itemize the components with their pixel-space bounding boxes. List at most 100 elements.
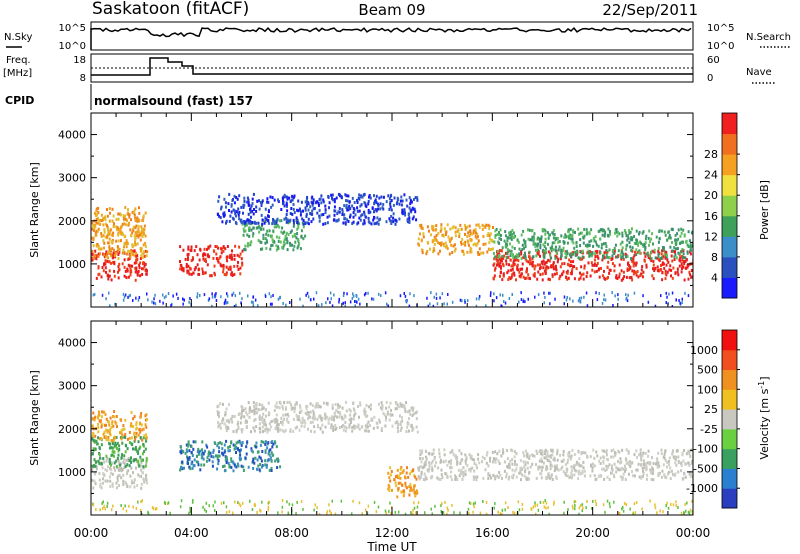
echo-cell xyxy=(593,239,596,243)
echo-cell xyxy=(261,416,264,420)
echo-cell xyxy=(309,410,312,414)
echo-cell xyxy=(642,270,645,274)
echo-cell xyxy=(245,445,248,449)
ground-scatter-cell xyxy=(317,304,320,307)
echo-cell xyxy=(667,230,670,234)
echo-cell xyxy=(542,249,545,253)
echo-cell xyxy=(102,457,105,461)
echo-cell xyxy=(438,455,441,459)
echo-cell xyxy=(230,204,233,208)
echo-cell xyxy=(333,418,335,422)
echo-cell xyxy=(250,204,253,208)
echo-cell xyxy=(141,252,144,256)
echo-cell xyxy=(478,461,481,465)
echo-cell xyxy=(621,255,624,259)
echo-cell xyxy=(627,261,630,265)
echo-cell xyxy=(475,236,478,240)
ground-scatter-cell xyxy=(670,502,672,506)
echo-cell xyxy=(601,229,604,233)
ground-scatter-cell xyxy=(371,297,373,301)
echo-cell xyxy=(643,243,645,247)
ground-scatter-cell xyxy=(352,499,354,503)
ground-scatter-cell xyxy=(665,504,667,508)
echo-cell xyxy=(629,230,632,234)
echo-cell xyxy=(496,263,498,267)
echo-cell xyxy=(633,241,636,245)
echo-cell xyxy=(661,263,664,266)
echo-cell xyxy=(324,417,327,421)
echo-cell xyxy=(256,467,258,471)
echo-cell xyxy=(224,469,227,472)
echo-cell xyxy=(582,236,585,240)
echo-cell xyxy=(331,415,334,419)
ground-scatter-cell xyxy=(175,292,178,296)
echo-cell xyxy=(630,275,633,279)
echo-cell xyxy=(408,409,411,413)
echo-cell xyxy=(689,273,692,277)
echo-cell xyxy=(506,247,509,251)
echo-cell xyxy=(258,403,261,407)
ground-scatter-cell xyxy=(307,295,310,299)
echo-cell xyxy=(240,414,243,418)
echo-cell xyxy=(134,240,136,244)
ground-scatter-cell xyxy=(214,500,216,504)
echo-cell xyxy=(260,213,263,217)
echo-cell xyxy=(405,198,408,202)
echo-cell xyxy=(129,485,132,489)
ground-scatter-cell xyxy=(122,298,125,302)
echo-cell xyxy=(231,420,234,424)
echo-cell xyxy=(541,278,544,282)
echo-cell xyxy=(359,204,362,208)
echo-cell xyxy=(131,443,134,447)
echo-cell xyxy=(249,408,252,412)
echo-cell xyxy=(119,431,121,435)
echo-cell xyxy=(272,240,275,244)
echo-cell xyxy=(666,270,669,274)
echo-cell xyxy=(618,272,621,276)
echo-cell xyxy=(666,238,669,242)
echo-cell xyxy=(260,241,263,244)
echo-cell xyxy=(345,400,347,404)
echo-cell xyxy=(409,472,411,476)
echo-cell xyxy=(566,249,568,253)
echo-cell xyxy=(428,464,431,468)
echo-cell xyxy=(561,262,564,266)
echo-cell xyxy=(182,267,185,271)
echo-cell xyxy=(252,401,255,405)
echo-cell xyxy=(562,453,565,457)
echo-cell xyxy=(545,247,547,251)
echo-cell xyxy=(454,230,457,234)
echo-cell xyxy=(680,270,683,274)
echo-cell xyxy=(605,249,608,252)
echo-cell xyxy=(589,455,592,459)
echo-cell xyxy=(428,461,431,465)
ground-scatter-cell xyxy=(180,499,183,503)
xtick-label: 20:00 xyxy=(575,526,610,540)
ground-scatter-cell xyxy=(151,300,153,304)
echo-cell xyxy=(527,260,530,264)
echo-cell xyxy=(252,232,255,236)
echo-cell xyxy=(334,414,337,418)
echo-cell xyxy=(340,194,343,198)
echo-cell xyxy=(215,252,218,256)
echo-cell xyxy=(543,262,546,266)
echo-cell xyxy=(195,460,198,464)
echo-cell xyxy=(472,229,475,233)
echo-cell xyxy=(349,409,352,413)
echo-cell xyxy=(636,468,639,472)
echo-cell xyxy=(402,489,405,493)
echo-cell xyxy=(395,402,398,405)
echo-cell xyxy=(351,222,354,225)
echo-cell xyxy=(599,250,602,254)
echo-cell xyxy=(144,244,147,248)
echo-cell xyxy=(472,231,475,235)
echo-cell xyxy=(98,478,101,482)
echo-cell xyxy=(552,265,555,269)
echo-cell xyxy=(638,475,641,479)
echo-cell xyxy=(688,449,691,453)
echo-cell xyxy=(138,263,141,267)
echo-cell xyxy=(677,251,680,255)
ground-scatter-cell xyxy=(511,293,513,296)
echo-cell xyxy=(550,265,553,269)
echo-cell xyxy=(685,452,688,456)
